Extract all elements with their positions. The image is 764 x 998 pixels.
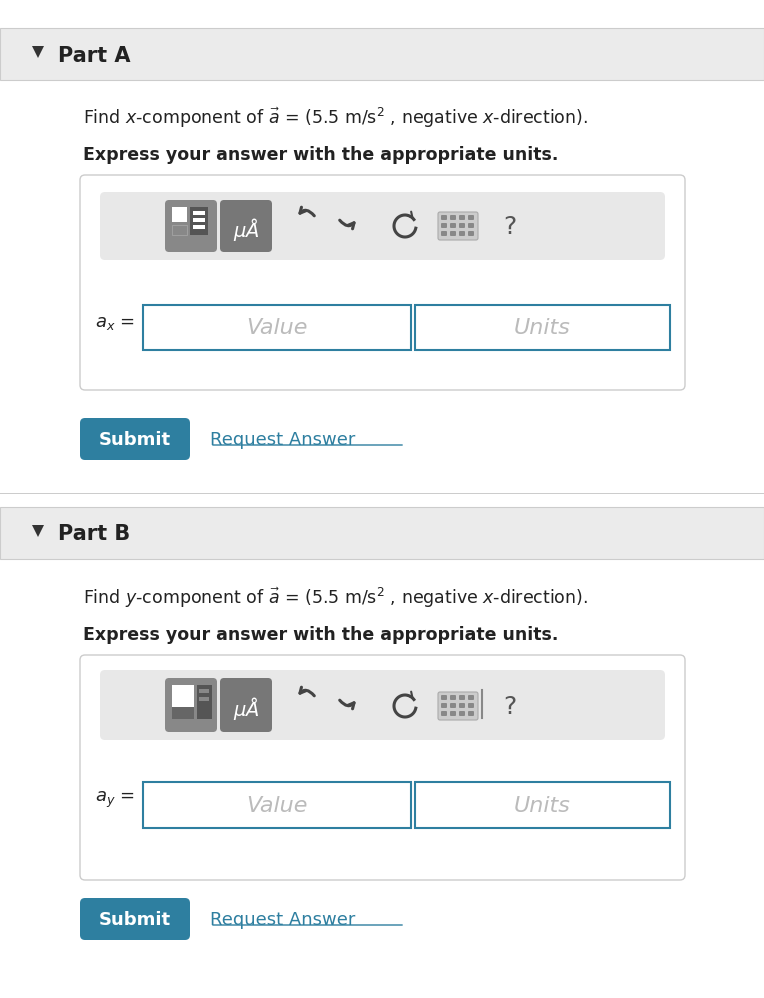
FancyBboxPatch shape [468, 703, 474, 708]
FancyBboxPatch shape [441, 711, 447, 716]
Text: Find $y$-component of $\vec{a}$ = (5.5 m/s$^2$ , negative $x$-direction).: Find $y$-component of $\vec{a}$ = (5.5 m… [83, 586, 588, 610]
Bar [197, 685, 212, 719]
Text: Part A: Part A [58, 46, 131, 66]
Text: $a_x$ =: $a_x$ = [95, 314, 135, 332]
Text: $\mu\AA$: $\mu\AA$ [233, 695, 259, 722]
Bar [0, 507, 764, 559]
FancyBboxPatch shape [468, 231, 474, 236]
FancyBboxPatch shape [220, 678, 272, 732]
Text: $\mu\AA$: $\mu\AA$ [233, 216, 259, 243]
FancyBboxPatch shape [80, 418, 190, 460]
FancyBboxPatch shape [100, 192, 665, 260]
FancyBboxPatch shape [450, 703, 456, 708]
Text: Units: Units [513, 318, 571, 338]
FancyBboxPatch shape [438, 212, 478, 240]
Bar [172, 225, 187, 235]
FancyBboxPatch shape [450, 223, 456, 228]
FancyBboxPatch shape [468, 215, 474, 220]
FancyBboxPatch shape [459, 703, 465, 708]
Bar [172, 707, 194, 719]
FancyBboxPatch shape [80, 898, 190, 940]
FancyBboxPatch shape [441, 223, 447, 228]
Bar [143, 782, 411, 828]
FancyBboxPatch shape [459, 231, 465, 236]
Text: Find $x$-component of $\vec{a}$ = (5.5 m/s$^2$ , negative $x$-direction).: Find $x$-component of $\vec{a}$ = (5.5 m… [83, 106, 588, 130]
FancyBboxPatch shape [450, 231, 456, 236]
FancyBboxPatch shape [441, 215, 447, 220]
Bar [415, 782, 670, 828]
Text: Request Answer: Request Answer [210, 431, 355, 449]
Bar [0, 28, 764, 80]
FancyBboxPatch shape [220, 200, 272, 252]
Bar [193, 218, 205, 222]
Polygon shape [32, 46, 44, 58]
Bar [193, 211, 205, 215]
Bar [199, 689, 209, 693]
FancyBboxPatch shape [450, 215, 456, 220]
Text: ?: ? [503, 215, 516, 239]
Bar [190, 207, 208, 235]
FancyBboxPatch shape [438, 692, 478, 720]
FancyBboxPatch shape [80, 655, 685, 880]
FancyBboxPatch shape [468, 223, 474, 228]
Bar [193, 225, 205, 229]
FancyBboxPatch shape [441, 703, 447, 708]
Text: Submit: Submit [99, 431, 171, 449]
Text: Request Answer: Request Answer [210, 911, 355, 929]
Text: Submit: Submit [99, 911, 171, 929]
FancyBboxPatch shape [165, 200, 217, 252]
Text: ?: ? [503, 695, 516, 719]
FancyBboxPatch shape [441, 231, 447, 236]
Bar [143, 305, 411, 350]
FancyBboxPatch shape [468, 711, 474, 716]
FancyBboxPatch shape [441, 695, 447, 700]
Polygon shape [32, 525, 44, 537]
Text: Express your answer with the appropriate units.: Express your answer with the appropriate… [83, 626, 558, 644]
Bar [172, 685, 194, 707]
FancyBboxPatch shape [100, 670, 665, 740]
Bar [415, 305, 670, 350]
Text: Express your answer with the appropriate units.: Express your answer with the appropriate… [83, 146, 558, 164]
Text: $a_y$ =: $a_y$ = [95, 789, 135, 810]
Text: Value: Value [246, 796, 308, 816]
FancyBboxPatch shape [450, 711, 456, 716]
Text: Part B: Part B [58, 524, 130, 544]
FancyBboxPatch shape [459, 223, 465, 228]
Bar [0, 493, 764, 494]
FancyBboxPatch shape [80, 175, 685, 390]
Text: Units: Units [513, 796, 571, 816]
Bar [172, 207, 187, 222]
FancyBboxPatch shape [459, 695, 465, 700]
FancyBboxPatch shape [450, 695, 456, 700]
FancyBboxPatch shape [165, 678, 217, 732]
FancyBboxPatch shape [459, 215, 465, 220]
FancyBboxPatch shape [468, 695, 474, 700]
Bar [199, 697, 209, 701]
FancyBboxPatch shape [459, 711, 465, 716]
Text: Value: Value [246, 318, 308, 338]
